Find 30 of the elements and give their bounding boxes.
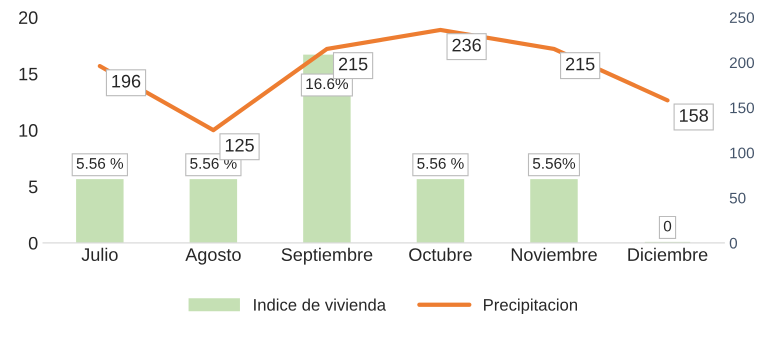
- data-label: 158: [680, 109, 708, 122]
- data-label: 125: [226, 138, 254, 152]
- legend-label: Precipitacion: [484, 298, 578, 314]
- y-tick-label: 15: [20, 68, 38, 80]
- legend-label: Indice de vivienda: [254, 298, 386, 311]
- data-label: 5.56 %: [417, 158, 464, 169]
- y-tick-label: 5: [28, 180, 38, 194]
- x-tick-label: Septiembre: [282, 248, 372, 265]
- x-tick-label: Julio: [82, 248, 118, 262]
- y2-tick-label: 50: [730, 192, 746, 204]
- y2-tick-label: 250: [730, 12, 754, 24]
- data-label: 16.6%: [306, 78, 348, 90]
- data-label: 0: [664, 220, 672, 232]
- x-tick-label: Diciembre: [628, 248, 708, 262]
- y-tick-label: 20: [19, 11, 38, 24]
- data-label: 236: [452, 38, 481, 52]
- x-tick-label: Agosto: [185, 248, 241, 265]
- data-label: 5.56%: [532, 158, 576, 169]
- y-tick-label: 10: [20, 124, 38, 137]
- x-tick-label: Octubre: [409, 248, 472, 262]
- y-tick-label: 0: [28, 236, 38, 250]
- y2-tick-label: 200: [730, 57, 754, 68]
- y2-tick-label: 100: [730, 148, 754, 158]
- data-label: 196: [112, 74, 140, 88]
- x-tick-label: Noviembre: [512, 248, 597, 262]
- data-label: 5.56 %: [76, 158, 124, 169]
- data-label: 215: [338, 58, 368, 70]
- y2-tick-label: 150: [730, 102, 754, 114]
- y2-tick-label: 0: [730, 238, 738, 249]
- data-label: 215: [566, 58, 594, 70]
